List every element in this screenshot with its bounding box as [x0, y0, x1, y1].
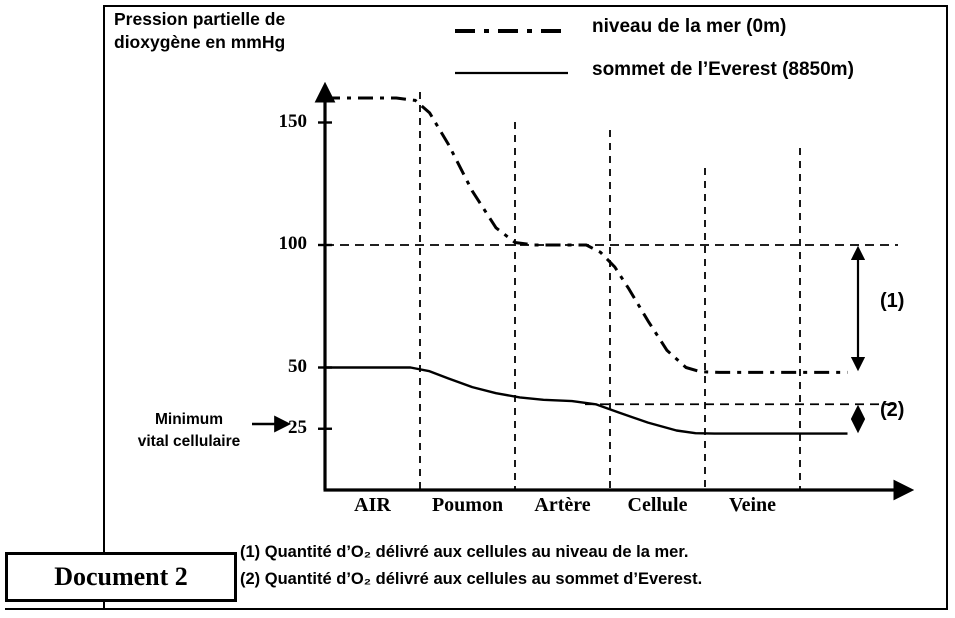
y-tick-label: 25	[288, 416, 307, 438]
document-label-box: Document 2	[5, 552, 237, 602]
y-tick-label: 150	[278, 110, 308, 132]
series-curve-dash-dot	[325, 96, 848, 374]
x-category-label: Poumon	[431, 494, 504, 516]
series-curve-solid	[325, 366, 848, 435]
chart-frame	[103, 5, 948, 610]
chart-dynamic-layer	[318, 92, 898, 490]
annotation-1-label: (1)	[880, 290, 905, 312]
y-axis-title: Pression partielle de dioxygène en mmHg	[114, 8, 285, 54]
legend-label-everest: sommet de l’Everest (8850m)	[592, 59, 854, 80]
legend-label-sea-level: niveau de la mer (0m)	[592, 16, 787, 37]
footnote-1: (1) Quantité d’O₂ délivré aux cellules a…	[240, 543, 689, 561]
bottom-rule	[5, 607, 948, 610]
x-category-label: Artère	[534, 494, 591, 516]
x-category-label: Cellule	[627, 494, 688, 516]
minimum-vital-line1: Minimum	[154, 411, 224, 428]
x-category-label: Veine	[728, 494, 777, 516]
document-label: Document 2	[54, 562, 188, 591]
y-tick-label: 100	[278, 233, 308, 254]
minimum-vital-label: Minimum vital cellulaire	[126, 409, 252, 454]
y-axis-title-line1: Pression partielle de	[114, 9, 286, 29]
y-tick-label: 50	[288, 355, 307, 377]
y-axis-title-line2: dioxygène en mmHg	[114, 31, 286, 52]
annotation-2-label: (2)	[880, 399, 905, 421]
minimum-vital-line2: vital cellulaire	[137, 433, 241, 451]
footnote-2: (2) Quantité d’O₂ délivré aux cellules a…	[240, 570, 703, 588]
x-category-label: AIR	[354, 494, 391, 516]
